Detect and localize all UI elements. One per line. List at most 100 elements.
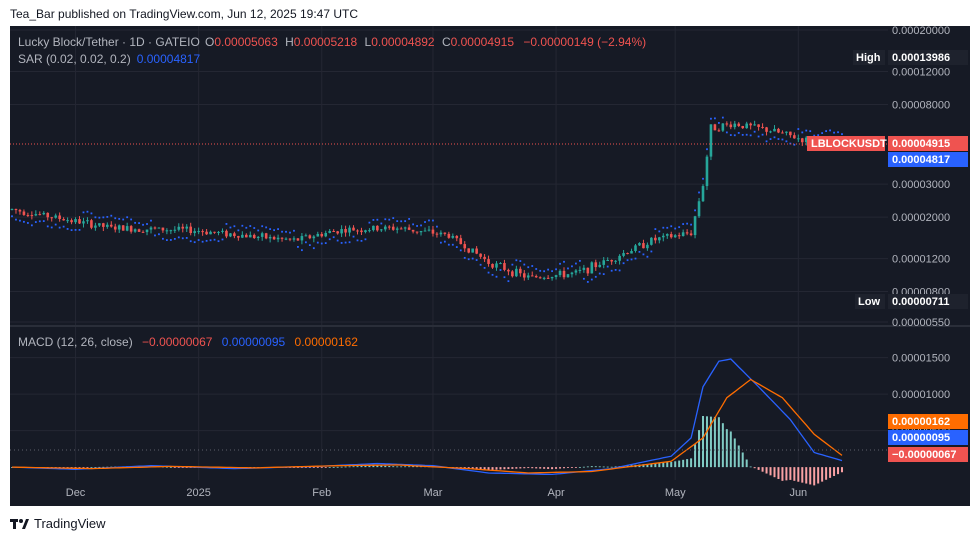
candle-body (582, 267, 586, 270)
sar-dot (622, 262, 625, 265)
sar-dot (829, 129, 831, 132)
histogram-bar (678, 460, 681, 468)
candle-body (189, 226, 193, 234)
sar-dot (221, 238, 224, 241)
histogram-bar (352, 466, 355, 468)
sar-dot (102, 216, 105, 219)
candle-body (54, 215, 57, 218)
candle-body (622, 253, 625, 256)
sar-dot (483, 266, 486, 269)
histogram-bar (348, 466, 351, 468)
histogram-bar (741, 452, 744, 468)
candle-body (340, 229, 343, 234)
candle-body (530, 275, 534, 277)
sar-dot (646, 255, 649, 258)
candle-body (181, 226, 185, 229)
candle-body (304, 235, 308, 237)
histogram-bar (308, 467, 311, 468)
candle-body (193, 231, 196, 234)
candle-body (665, 234, 669, 236)
histogram-bar (606, 466, 609, 468)
candle-body (26, 214, 30, 216)
candle-body (431, 229, 435, 234)
candle-body (149, 227, 153, 230)
sar-dot (559, 262, 561, 265)
sar-dot (479, 263, 482, 266)
macd-tick-label: 0.00001000 (892, 389, 950, 401)
low-value: 0.00000711 (892, 296, 950, 308)
sar-dot (451, 243, 454, 246)
sar-dot (471, 257, 474, 260)
brand-name: TradingView (34, 516, 106, 531)
histogram-bar (300, 467, 303, 468)
sar-dot (388, 218, 391, 221)
histogram-bar (559, 467, 562, 469)
candle-body (654, 237, 657, 241)
sar-dot (189, 240, 192, 243)
candle-body (344, 229, 347, 233)
histogram-bar (841, 467, 843, 473)
price-tick-label: 0.00002000 (892, 212, 950, 224)
sar-dot (146, 223, 148, 225)
sar-dot (439, 241, 442, 244)
sar-dot (66, 228, 69, 230)
histogram-bar (578, 467, 581, 468)
sar-dot (714, 117, 716, 120)
histogram-bar (332, 466, 335, 468)
low-label-box (855, 294, 885, 309)
candle-body (757, 124, 760, 127)
histogram-bar (821, 467, 824, 482)
candle-body (137, 229, 141, 232)
histogram-bar (646, 463, 649, 468)
time-tick-label: Feb (312, 487, 331, 499)
sar-dot (400, 220, 403, 223)
sar-dot (301, 249, 303, 252)
histogram-bar (765, 467, 768, 474)
sar-dot (741, 133, 744, 136)
macd-histogram (11, 416, 843, 486)
histogram-bar (82, 467, 85, 468)
sar-dot (702, 177, 704, 180)
histogram-bar (511, 467, 514, 469)
sar-dot (86, 210, 89, 213)
sar-dot (225, 223, 228, 225)
sar-dot (662, 226, 665, 229)
candle-body (598, 264, 602, 268)
sar-dot (336, 239, 339, 242)
candle-body (125, 226, 129, 231)
sar-dot (38, 220, 41, 223)
high-value-box (888, 50, 968, 65)
histogram-bar (674, 461, 677, 468)
sar-dot (46, 225, 49, 228)
sar-dot (813, 134, 816, 137)
candle-body (701, 186, 705, 202)
sar-dot (261, 225, 264, 228)
sar-dot (138, 222, 140, 225)
sar-dot (420, 224, 422, 227)
time-tick-label: May (665, 487, 686, 499)
histogram-bar (94, 467, 97, 468)
sar-dot (757, 135, 760, 138)
candle-body (133, 229, 137, 232)
macd-value-label: 0.00000095 (892, 432, 950, 444)
sar-dot (443, 240, 446, 243)
sar-dot (173, 237, 176, 240)
sar-dot (94, 216, 97, 219)
sar-dot (404, 220, 407, 223)
sar-dot (122, 218, 125, 221)
candle-body (737, 123, 741, 126)
histogram-bar (316, 467, 319, 468)
candle-body (50, 217, 54, 219)
footer-brand[interactable]: TradingView (10, 516, 106, 531)
signal-value-label: 0.00000162 (892, 416, 950, 428)
candle-body (217, 231, 220, 233)
sar-dot (531, 265, 534, 267)
time-tick-label: Jun (789, 487, 807, 499)
histogram-bar (785, 467, 788, 481)
sar-dot (376, 218, 379, 221)
histogram-bar (360, 466, 363, 468)
sar-dot (356, 239, 359, 242)
candle-body (483, 256, 486, 260)
sar-dot (670, 225, 673, 228)
